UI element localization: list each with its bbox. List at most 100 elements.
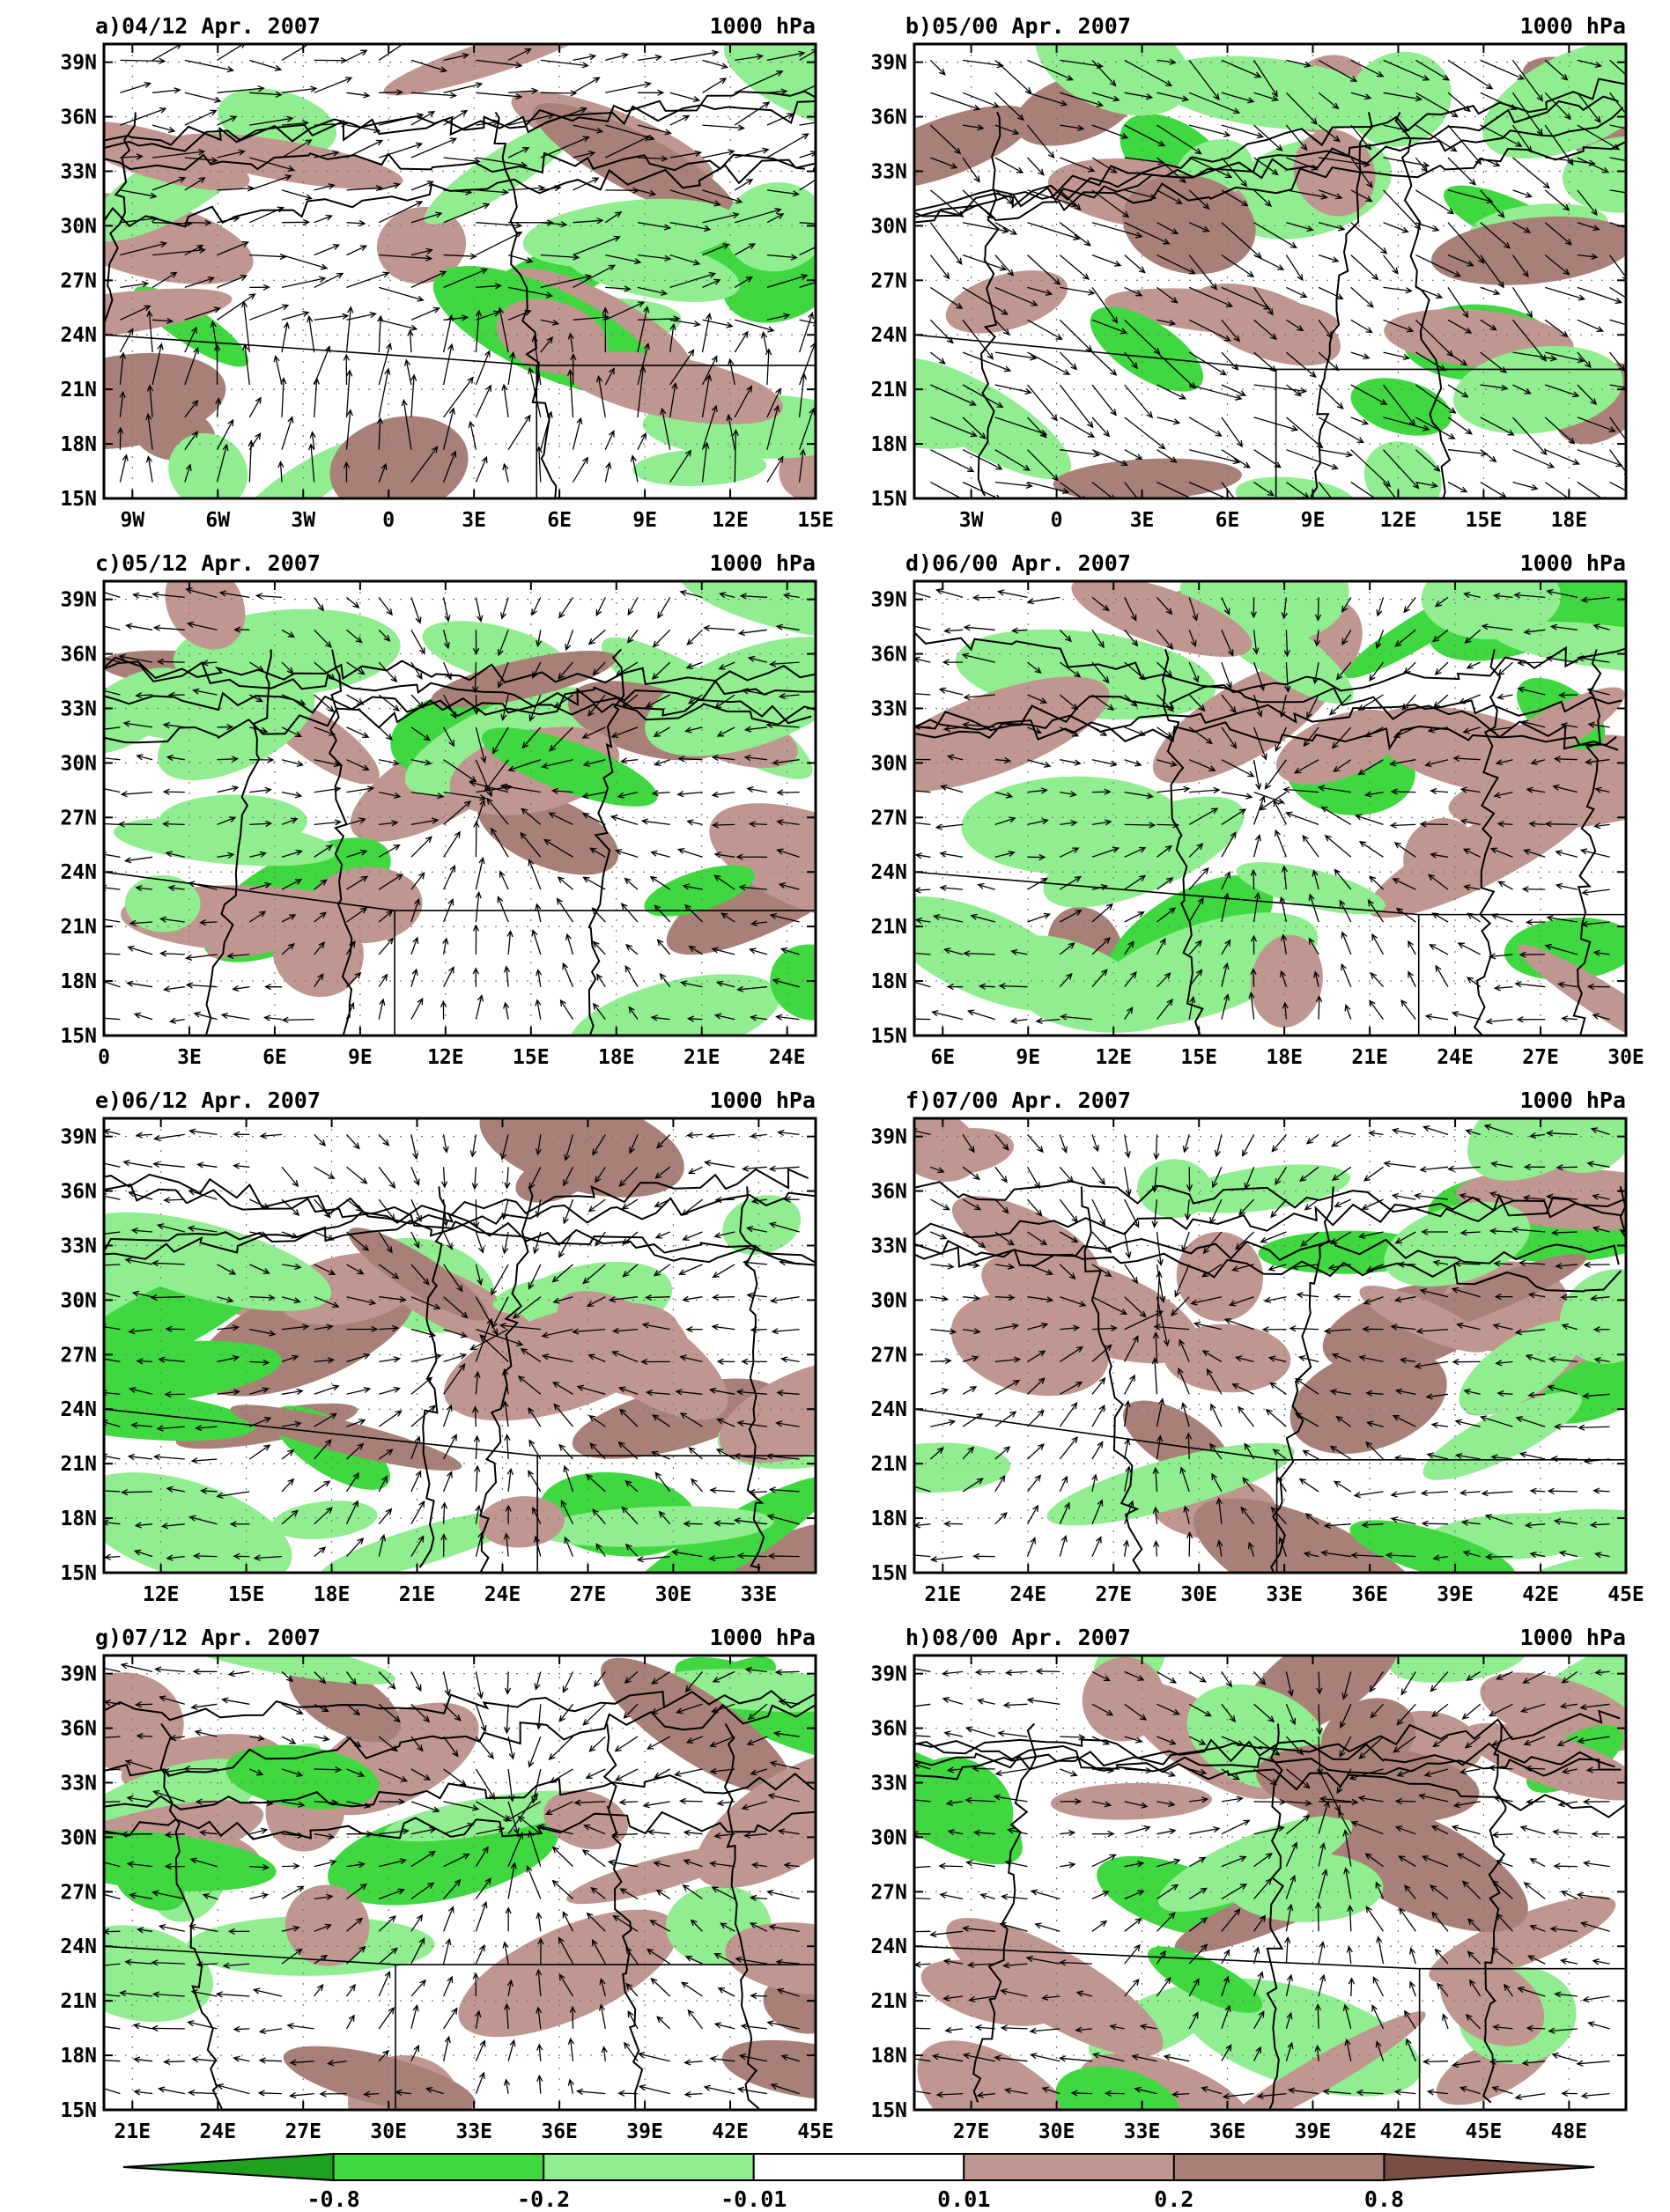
wind-arrow xyxy=(378,44,404,61)
wind-arrow xyxy=(1579,848,1610,858)
divergence-shading xyxy=(1363,441,1442,498)
wind-arrow xyxy=(653,1768,671,1779)
divergence-shading xyxy=(134,666,228,739)
colorbar-label: -0.8 xyxy=(307,2186,359,2212)
wind-arrow xyxy=(1350,482,1381,498)
wind-arrow xyxy=(1210,1403,1223,1427)
wind-arrow xyxy=(443,726,455,748)
wind-arrow xyxy=(1060,124,1085,131)
wind-arrow xyxy=(1209,1442,1223,1460)
wind-arrow xyxy=(319,2090,347,2098)
wind-arrow xyxy=(281,120,310,127)
wind-arrow xyxy=(962,384,1004,409)
divergence-shading xyxy=(1305,1796,1528,1932)
wind-arrow xyxy=(1188,759,1216,771)
lon-label: 3W xyxy=(291,509,315,532)
wind-arrow xyxy=(1553,756,1578,763)
wind-arrow xyxy=(1480,59,1525,80)
divergence-shading xyxy=(1035,44,1192,116)
river-or-border xyxy=(328,649,353,1036)
wind-arrow xyxy=(713,694,735,710)
wind-arrow xyxy=(1451,1010,1481,1021)
wind-arrow xyxy=(688,1447,703,1460)
wind-arrow xyxy=(281,1925,300,1932)
wind-arrow xyxy=(1152,1466,1159,1492)
wind-arrow xyxy=(1318,384,1344,409)
wind-arrow xyxy=(709,1486,735,1494)
divergence-shading xyxy=(288,1662,401,1743)
wind-arrow xyxy=(1091,384,1117,417)
wind-arrow xyxy=(637,54,663,62)
wind-arrow xyxy=(994,254,1015,276)
wind-arrow xyxy=(503,2002,511,2029)
panel-level: 1000 hPa xyxy=(710,13,816,39)
wind-arrow xyxy=(1059,875,1082,890)
wind-arrow xyxy=(151,2024,185,2032)
lon-label: 42E xyxy=(1380,2120,1417,2143)
wind-arrow xyxy=(233,1552,250,1559)
lon-label: 30E xyxy=(1180,1583,1217,1606)
wind-arrow xyxy=(1027,877,1048,890)
wind-arrow xyxy=(229,1521,250,1528)
wind-arrow xyxy=(712,1670,735,1683)
wind-arrow xyxy=(184,109,218,126)
wind-arrow xyxy=(281,1768,304,1778)
lat-label: 27N xyxy=(60,269,97,292)
wind-arrow xyxy=(1091,846,1120,858)
wind-arrow xyxy=(314,879,328,890)
wind-arrow xyxy=(1459,1489,1481,1496)
wind-arrow xyxy=(1399,1906,1416,1932)
lat-label: 18N xyxy=(60,970,97,993)
wind-arrow xyxy=(1447,59,1494,90)
wind-arrow xyxy=(1059,1166,1075,1183)
divergence-shading xyxy=(1053,458,1242,498)
wind-arrow xyxy=(582,1264,606,1285)
wind-arrow xyxy=(711,754,735,762)
wind-arrow xyxy=(703,1160,735,1168)
wind-arrow xyxy=(1189,449,1241,465)
wind-arrow xyxy=(1493,1795,1513,1803)
wind-arrow xyxy=(1318,1800,1330,1834)
wind-arrow xyxy=(1179,1338,1190,1362)
wind-arrow xyxy=(702,149,735,159)
wind-arrow xyxy=(188,1128,218,1136)
wind-arrow xyxy=(1156,1397,1165,1427)
wind-arrow xyxy=(713,2022,735,2030)
wind-arrow xyxy=(1188,726,1214,745)
wind-arrow xyxy=(1248,991,1255,1020)
panel-level: 1000 hPa xyxy=(1520,1625,1626,1650)
wind-arrow xyxy=(1366,1420,1384,1427)
wind-arrow xyxy=(410,726,432,741)
wind-arrow xyxy=(1480,384,1509,391)
wind-arrow xyxy=(1189,1826,1221,1835)
wind-arrow xyxy=(1006,1827,1028,1835)
wind-arrow xyxy=(410,270,447,288)
wind-arrow xyxy=(475,2039,486,2061)
wind-arrow xyxy=(1517,660,1546,667)
wind-arrow xyxy=(1557,981,1578,988)
wind-arrow xyxy=(536,2074,543,2094)
wind-arrow xyxy=(1579,1703,1610,1711)
wind-arrow xyxy=(1318,319,1333,339)
wind-arrow xyxy=(641,1322,670,1331)
wind-arrow xyxy=(345,1500,358,1524)
wind-arrow xyxy=(651,661,671,681)
wind-arrow xyxy=(590,1886,606,1899)
wind-arrow xyxy=(1188,969,1203,988)
wind-arrow xyxy=(378,1410,403,1427)
wind-arrow xyxy=(1091,726,1108,736)
wind-arrow xyxy=(1156,694,1174,712)
wind-arrow xyxy=(1459,1192,1481,1200)
lon-label: 6E xyxy=(1216,509,1240,532)
wind-arrow xyxy=(566,368,574,417)
wind-arrow xyxy=(1156,189,1183,204)
wind-arrow xyxy=(1466,661,1481,669)
wind-arrow xyxy=(159,1695,185,1705)
wind-arrow xyxy=(1522,1194,1546,1202)
wind-arrow xyxy=(1318,1941,1326,1965)
wind-arrow xyxy=(160,1523,185,1530)
wind-arrow xyxy=(475,1530,484,1557)
wind-arrow xyxy=(1322,2088,1351,2096)
divergence-shading xyxy=(1492,621,1626,675)
wind-arrow xyxy=(410,629,425,655)
